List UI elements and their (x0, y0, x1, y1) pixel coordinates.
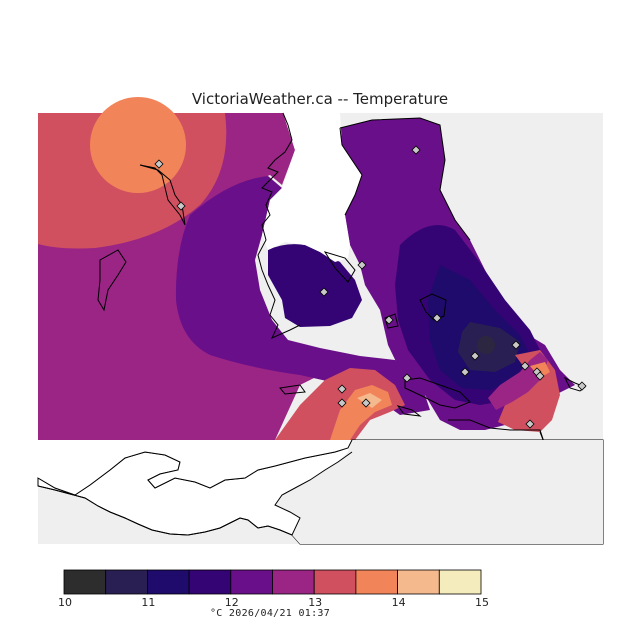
diamond-icon[interactable] (520, 361, 530, 371)
contour-band-10-10.5 (477, 336, 495, 354)
diamond-icon[interactable] (154, 159, 164, 169)
legend-bin (146, 569, 190, 595)
coastline (97, 112, 586, 446)
legend-bin (105, 569, 148, 595)
legend-bin (313, 569, 357, 595)
legend-bin (63, 569, 107, 595)
land-no-data-right (275, 440, 603, 544)
legend-bin (438, 569, 482, 595)
diamond-icon[interactable] (470, 351, 480, 361)
legend-bin (272, 569, 315, 595)
coastline-south (37, 439, 353, 536)
diamond-icon[interactable] (337, 384, 347, 394)
legend-bin (188, 569, 232, 595)
diamond-icon[interactable] (176, 201, 186, 211)
units-label: °C (209, 608, 223, 619)
legend-tick-label: 14 (391, 596, 406, 609)
contour-band-11.5-12-inlet (268, 244, 362, 327)
weather-stations (154, 145, 587, 429)
legend-bin (397, 569, 440, 595)
diamond-icon[interactable] (577, 381, 587, 391)
legend-bin (355, 569, 398, 595)
legend-tick-label: 13 (308, 596, 323, 609)
legend-tick-label: 12 (224, 596, 239, 609)
map-title: VictoriaWeather.ca -- Temperature (191, 90, 449, 108)
legend-tick-label: 15 (475, 596, 489, 609)
diamond-icon[interactable] (432, 313, 442, 323)
diamond-icon[interactable] (535, 371, 545, 381)
water-channel (262, 113, 362, 262)
diamond-icon[interactable] (411, 145, 421, 155)
legend-footer: °C 2026/04/21 01:37 (0, 608, 540, 619)
diamond-icon[interactable] (402, 373, 412, 383)
contour-band-12-12.5-west (175, 176, 430, 415)
diamond-icon[interactable] (511, 340, 521, 350)
timestamp: 2026/04/21 01:37 (228, 608, 331, 619)
legend-tick-label: 11 (141, 596, 156, 609)
land-no-data-southwest (38, 440, 352, 495)
diamond-icon[interactable] (460, 367, 470, 377)
diamond-icon[interactable] (337, 398, 347, 408)
contour-band-13.5-14 (90, 97, 186, 193)
contour-band-13.5-14-victoria (530, 362, 550, 378)
legend-tick-label: 10 (58, 596, 72, 609)
diamond-icon[interactable] (361, 398, 371, 408)
legend-bin (230, 569, 273, 595)
diamond-icon[interactable] (357, 260, 367, 270)
diamond-icon[interactable] (525, 419, 535, 429)
diamond-icon[interactable] (384, 315, 394, 325)
contour-band-14-14.5-southwest (357, 393, 382, 408)
diamond-icon[interactable] (319, 287, 329, 297)
